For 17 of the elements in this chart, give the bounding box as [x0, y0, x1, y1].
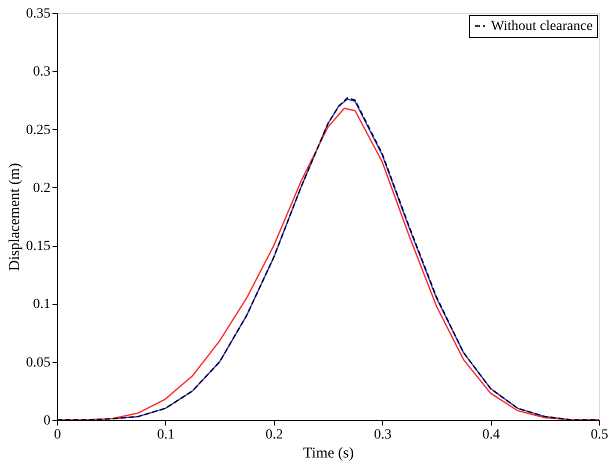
y-tick-label: 0.3 — [33, 64, 50, 80]
y-axis-title: Displacement (m) — [7, 163, 23, 271]
x-tick-label: 0.2 — [266, 428, 284, 442]
x-tick-label: 0 — [54, 428, 61, 442]
y-tick-label: 0.05 — [26, 355, 50, 370]
y-tick-label: 0.25 — [26, 122, 50, 138]
legend-label: Without clearance — [491, 19, 593, 34]
x-tick-label: 0.3 — [374, 428, 392, 442]
y-tick-label: 0.35 — [26, 6, 50, 22]
y-tick-label: 0.2 — [33, 180, 50, 196]
x-axis-title: Time (s) — [303, 446, 354, 462]
x-tick-label: 0.1 — [157, 428, 175, 442]
x-tick-label: 0.5 — [590, 428, 608, 442]
y-tick-label: 0 — [44, 414, 50, 428]
y-tick-label: 0.1 — [33, 297, 50, 312]
x-tick-label: 0.4 — [482, 428, 500, 442]
y-tick-label: 0.15 — [26, 239, 50, 254]
